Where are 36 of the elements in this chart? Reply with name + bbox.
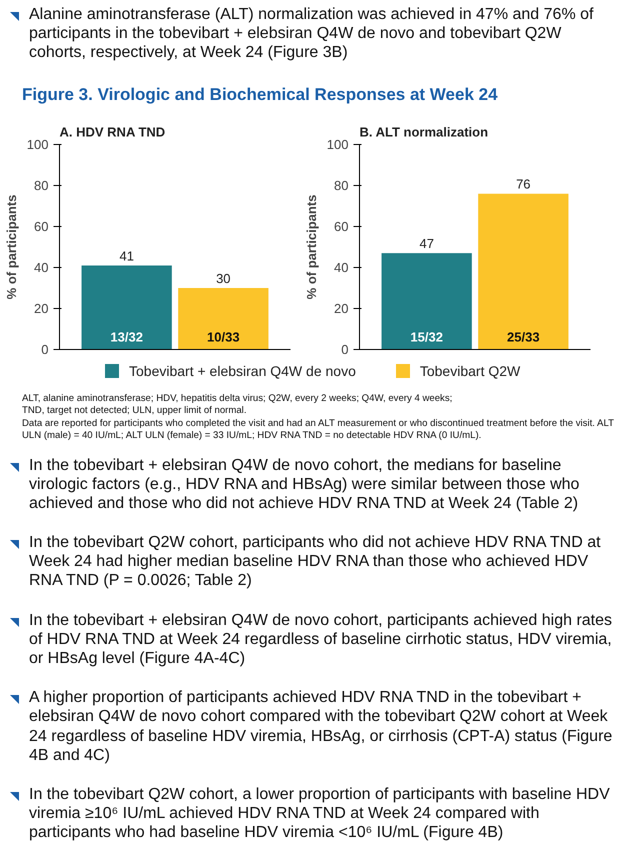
y-tick-label: 0 — [41, 342, 49, 357]
data-label: 47 — [419, 236, 434, 251]
y-tick-label: 60 — [334, 218, 349, 234]
y-tick-label: 40 — [34, 260, 49, 275]
legend-label: Tobevibart + elebsiran Q4W de novo — [129, 362, 356, 379]
annotation: 10/33 — [207, 329, 240, 344]
y-axis-title: % of participants — [4, 194, 19, 300]
chart-subtitle: Figure 3. Virologic and Biochemical Responses at Week 24 — [22, 84, 498, 106]
data-label: 76 — [516, 176, 531, 192]
y-tick-label: 100 — [326, 136, 349, 152]
annotation: 15/32 — [410, 329, 443, 344]
data-label: 41 — [119, 248, 134, 264]
chart-title: A. HDV RNA TND — [60, 124, 166, 140]
y-axis-title: % of participants — [304, 194, 319, 300]
text: Data are reported for participants who completed the visit and had an ALT measurement or who discontinued treatment before the visit. ALT ULN (male) = 40 IU/mL; ALT ULN (female) = 33 IU/mL; HDV RNA TND = no detectable HDV RNA (0 IU/mL). — [22, 418, 614, 442]
y-tick-label: 60 — [34, 218, 49, 234]
y-tick-label: 0 — [341, 342, 349, 357]
legend-label: Tobevibart Q2W — [420, 362, 520, 379]
text: TND, target not detected; ULN, upper limit of normal. — [22, 405, 246, 416]
text: A higher proportion of participants achieved HDV RNA TND in the tobevibart + elebsiran Q4W de novo cohort compared with the tobevibart Q2W cohort at Week 24 regardless of baseline HDV viremia, HBsAg, or cirrhosis (CPT-A) status (Figure 4B and 4C) — [29, 688, 614, 765]
annotation: 25/33 — [507, 329, 540, 344]
text: In the tobevibart + elebsiran Q4W de novo cohort, participants achieved high rates of HDV RNA TND at Week 24 regardless of baseline cirrhotic status, HDV viremia, or HBsAg level (Figure 4A-4C) — [29, 610, 614, 668]
text: Alanine aminotransferase (ALT) normalization was achieved in 47% and 76% of participants in the tobevibart + elebsiran Q4W de novo and tobevibart Q2W cohorts, respectively, at Week 24 (Figure 3B) — [29, 5, 594, 63]
chart-title: B. ALT normalization — [360, 124, 488, 140]
annotation: 13/32 — [110, 329, 143, 344]
y-tick-label: 20 — [34, 300, 49, 316]
y-tick-label: 20 — [334, 300, 349, 316]
y-tick-label: 100 — [26, 136, 49, 152]
y-tick-label: 80 — [34, 178, 49, 193]
y-tick-label: 80 — [334, 178, 349, 193]
data-label: 30 — [216, 270, 231, 286]
y-tick-label: 40 — [334, 260, 349, 275]
text: ALT, alanine aminotransferase; HDV, hepatitis delta virus; Q2W, every 2 weeks; Q4W, every 4 weeks; — [22, 392, 452, 404]
text: In the tobevibart Q2W cohort, participants who did not achieve HDV RNA TND at Week 24 had higher median baseline HDV RNA than those who achieved HDV RNA TND (P = 0.0026; Table 2) — [29, 533, 602, 591]
text: In the tobevibart + elebsiran Q4W de novo cohort, the medians for baseline virologic factors (e.g., HDV RNA and HBsAg) were similar between those who achieved and those who did not achieve HDV RNA TND at Week 24 (Table 2) — [29, 456, 580, 514]
text: In the tobevibart Q2W cohort, a lower proportion of participants with baseline HDV viremia ≥10⁶ IU/mL achieved HDV RNA TND at Week 24 compared with participants who had baseline HDV viremia <10⁶ IU/mL (Figure 4B) — [29, 784, 611, 843]
